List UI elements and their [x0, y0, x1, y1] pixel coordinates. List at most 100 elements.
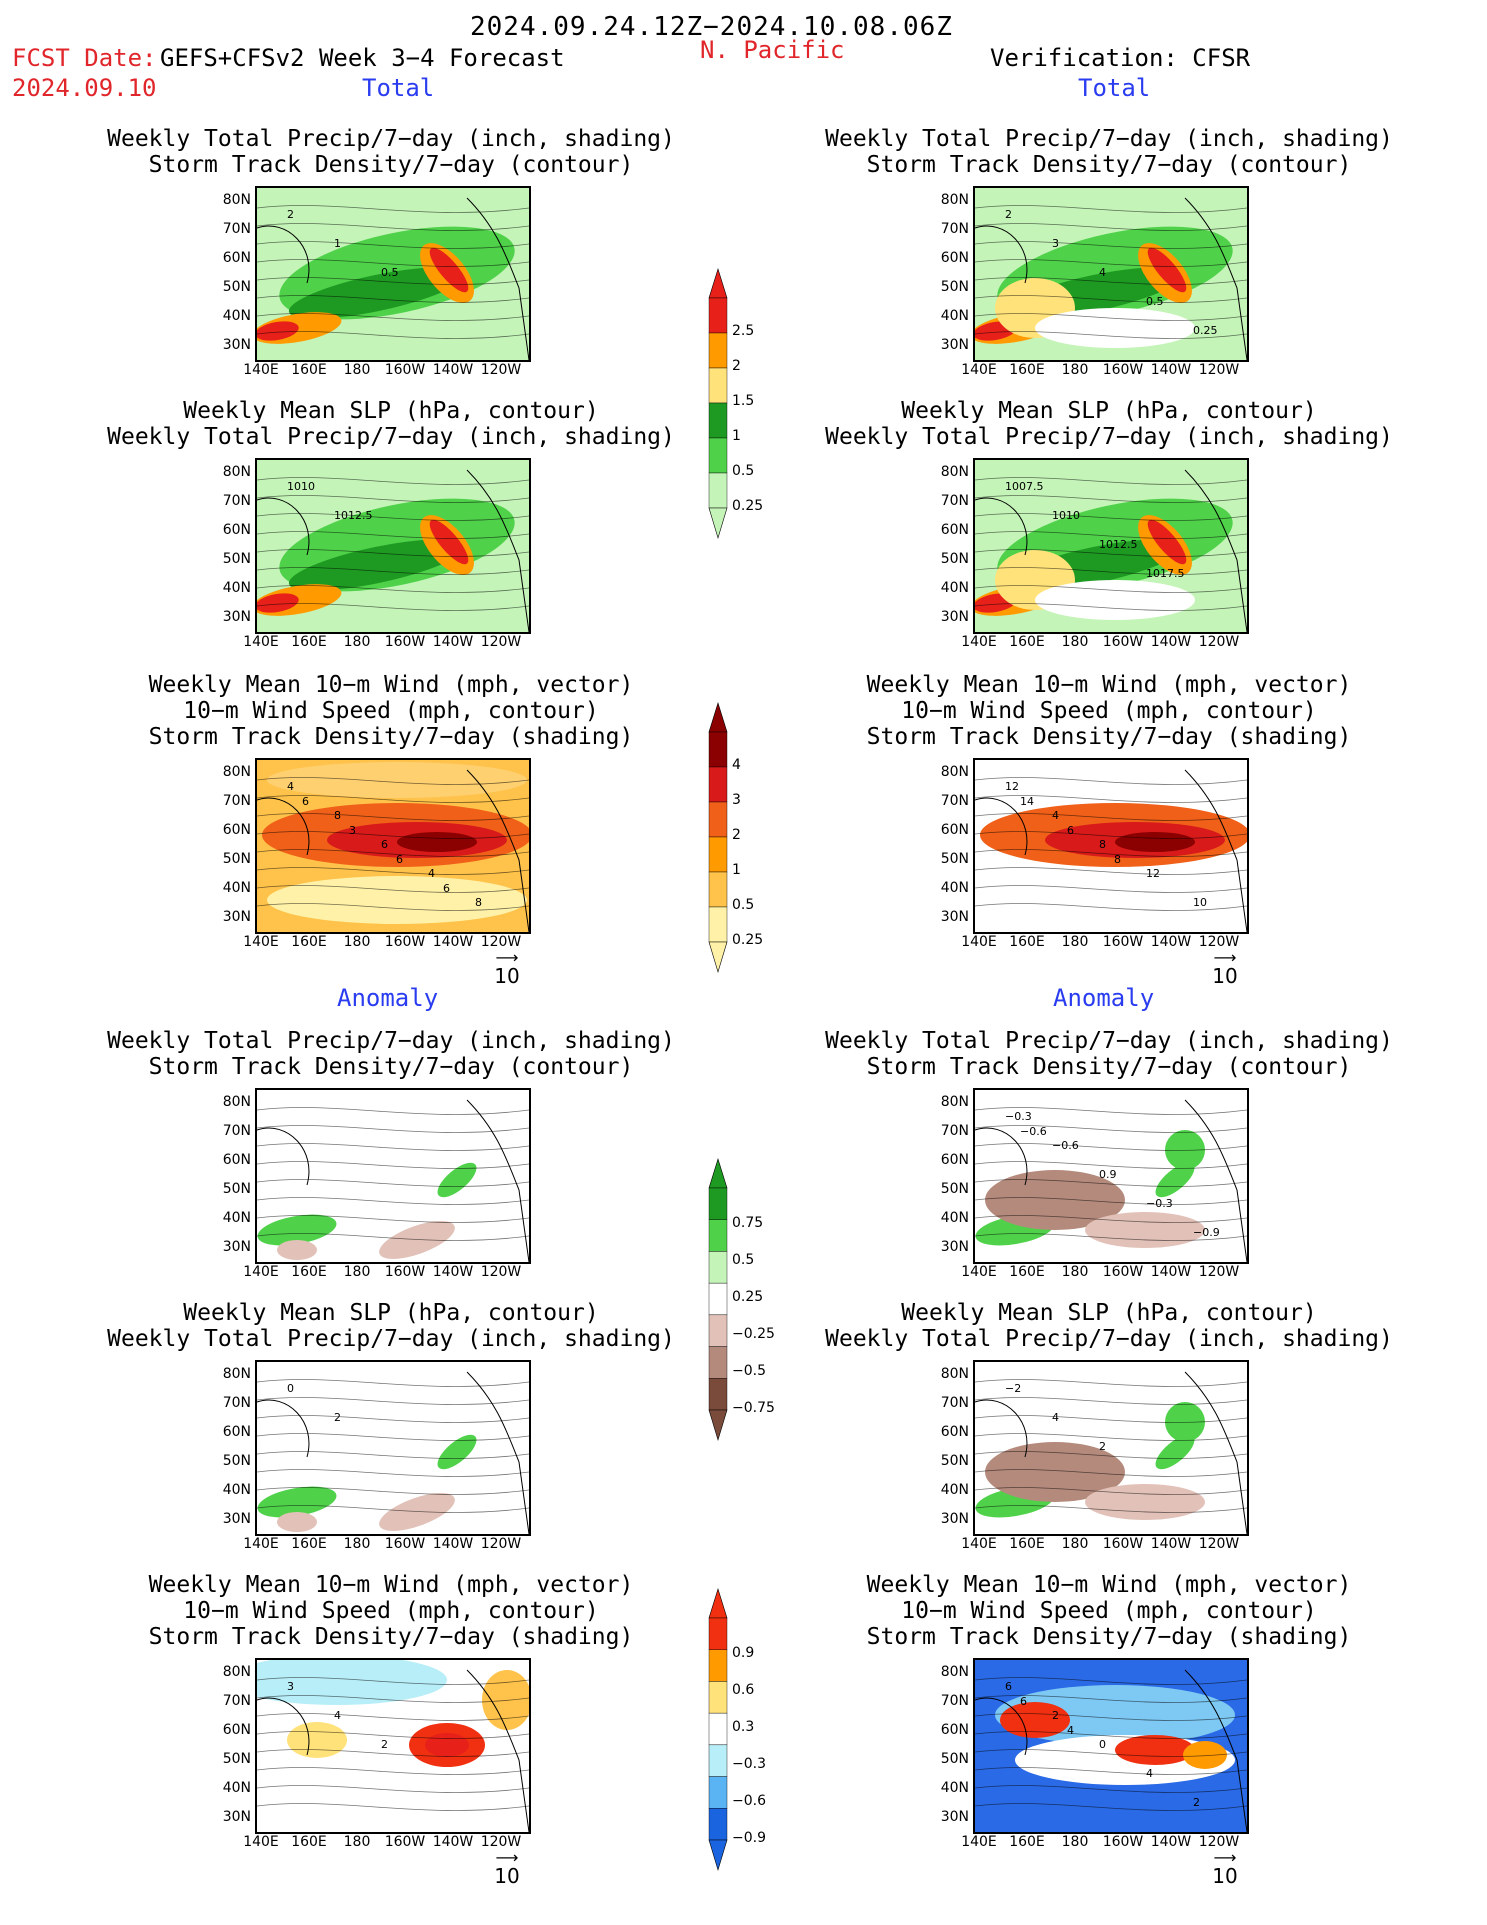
shade-region [437, 1434, 477, 1470]
colorbar-segment [708, 402, 728, 439]
map-plot: 210.5 [257, 188, 529, 360]
vector-reference-value: 10 [1212, 964, 1238, 988]
contour-line [257, 1197, 529, 1205]
lat-tick-label: 50N [222, 1751, 251, 1767]
verification-label: Verification: CFSR [990, 44, 1251, 72]
lon-tick-label: 140E [243, 1264, 279, 1280]
colorbar-segment [708, 297, 728, 334]
lon-tick-label: 140W [1150, 1264, 1192, 1280]
lon-tick-label: 180 [343, 634, 371, 650]
contour-label: 6 [1020, 1695, 1027, 1708]
shade-region [287, 1722, 347, 1758]
contour-line [257, 567, 529, 575]
contour-label: 3 [349, 824, 356, 837]
colorbar-label: 0.25 [732, 498, 764, 514]
lat-tick-label: 50N [222, 279, 251, 295]
colorbar-precip_total [708, 268, 728, 540]
contour-line [257, 1451, 529, 1459]
lat-tick-label: 50N [940, 551, 969, 567]
lon-tick-label: 160E [1009, 1536, 1045, 1552]
contour-label: 1012.5 [1099, 538, 1138, 551]
lon-tick-label: 160E [291, 1264, 327, 1280]
model-label: GEFS+CFSv2 Week 3−4 Forecast [160, 44, 565, 72]
lat-tick-label: 80N [222, 764, 251, 780]
contour-label: 4 [1146, 1767, 1153, 1780]
colorbar-label: −0.75 [732, 1400, 775, 1416]
lat-tick-label: 60N [940, 1152, 969, 1168]
lon-tick-label: 140E [243, 1834, 279, 1850]
lat-tick-label: 70N [940, 1123, 969, 1139]
contour-label: 8 [475, 896, 482, 909]
contour-label: 0.5 [1146, 295, 1164, 308]
contour-line [975, 1677, 1247, 1685]
contour-line [975, 1469, 1247, 1477]
lat-tick-label: 50N [940, 1453, 969, 1469]
lat-tick-label: 50N [222, 1181, 251, 1197]
panel-title-line: Weekly Mean 10−m Wind (mph, vector) [148, 1572, 634, 1598]
contour-line [257, 903, 529, 911]
lat-tick-label: 30N [222, 1511, 251, 1527]
lat-tick-label: 70N [940, 1693, 969, 1709]
contour-label: 6 [443, 882, 450, 895]
contour-line [257, 1415, 529, 1423]
contour-line [257, 1695, 529, 1703]
contour-label: 1010 [287, 480, 315, 493]
contour-label: 6 [381, 838, 388, 851]
lon-tick-label: 120W [1198, 634, 1240, 650]
lat-tick-label: 60N [940, 822, 969, 838]
panel-title-line: Weekly Mean SLP (hPa, contour) [183, 1300, 599, 1326]
lat-tick-label: 70N [940, 1395, 969, 1411]
lat-tick-label: 60N [222, 522, 251, 538]
panel-title: Weekly Mean SLP (hPa, contour) Weekly Tot… [71, 1300, 711, 1352]
lon-tick-label: 140E [961, 362, 997, 378]
coastline [257, 197, 529, 360]
contour-line [257, 813, 529, 821]
map-panel: −2 4 2 [973, 1360, 1249, 1536]
colorbar-label: 0.5 [732, 1252, 755, 1268]
shade-region [1155, 1162, 1195, 1198]
shade-region [257, 1660, 447, 1705]
lat-tick-label: 50N [940, 279, 969, 295]
shade-region [1147, 519, 1187, 565]
panel-title-line: Weekly Total Precip/7−day (inch, shading… [107, 424, 675, 450]
shade-region [429, 519, 469, 565]
lon-tick-label: 160W [384, 1536, 426, 1552]
lat-tick-label: 80N [222, 464, 251, 480]
lon-tick-label: 160W [1102, 1536, 1144, 1552]
contour-label: 4 [334, 1709, 341, 1722]
panel-title-line: Storm Track Density/7−day (contour) [148, 152, 634, 178]
lon-tick-label: 140W [1150, 634, 1192, 650]
colorbar-segment [708, 731, 728, 768]
lat-tick-label: 30N [222, 609, 251, 625]
map-panel: −0.3 −0.6 0.9 −0.3 −0.9 −0.6 [973, 1088, 1249, 1264]
contour-line [975, 831, 1247, 839]
arrow-right-icon: ⟶ [495, 1848, 519, 1867]
map-panel: 1007.5 1010 1012.5 1017.5 [973, 458, 1249, 634]
contour-line [975, 277, 1247, 285]
contour-line [257, 1179, 529, 1187]
contour-label: −0.9 [1193, 1226, 1220, 1239]
colorbar-label: 1 [732, 428, 741, 444]
lon-tick-label: 160W [384, 934, 426, 950]
lat-tick-label: 60N [222, 1722, 251, 1738]
contour-label: 0.25 [1193, 324, 1218, 337]
colorbar-segment [708, 801, 728, 838]
colorbar-label: 0.9 [732, 1645, 755, 1661]
contour-label: 1007.5 [1005, 480, 1044, 493]
contour-line [975, 1161, 1247, 1169]
contour-line [257, 1379, 529, 1387]
lat-tick-label: 70N [222, 493, 251, 509]
contour-line [975, 1107, 1247, 1115]
lon-tick-label: 140E [961, 934, 997, 950]
lat-tick-label: 60N [940, 1424, 969, 1440]
colorbar-segment [708, 437, 728, 474]
lon-tick-label: 180 [1061, 1264, 1089, 1280]
lat-tick-label: 50N [222, 1453, 251, 1469]
shade-region [1085, 1484, 1205, 1520]
lon-tick-label: 140W [1150, 1834, 1192, 1850]
contour-line [257, 1803, 529, 1811]
contour-line [975, 1215, 1247, 1223]
colorbar-label: 0.5 [732, 897, 755, 913]
lon-tick-label: 160E [291, 362, 327, 378]
contour-label: 4 [1052, 1411, 1059, 1424]
